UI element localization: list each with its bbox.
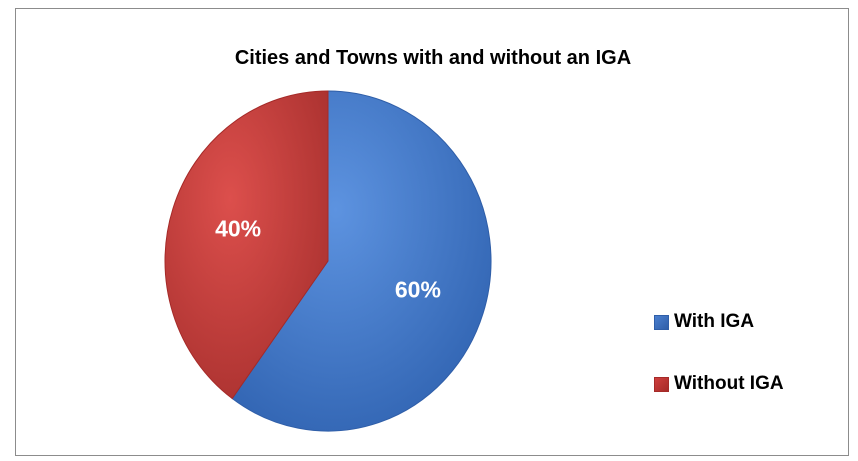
chart-frame: Cities and Towns with and without an IGA… [15,8,849,456]
legend-item-without-iga: Without IGA [654,373,784,395]
legend-label-without-iga: Without IGA [674,373,784,394]
legend-swatch-with-iga [654,314,669,330]
pie-slice-with-iga [231,90,492,432]
chart-title: Cities and Towns with and without an IGA [234,47,632,69]
legend-label-with-iga: With IGA [674,311,755,332]
pie-chart: 60% 40% [164,90,492,432]
legend-swatch-without-iga [654,376,669,392]
legend-item-with-iga: With IGA [654,311,754,333]
pie-label-without-iga: 40% [215,216,261,242]
pie-label-with-iga: 60% [395,277,441,303]
pie-slice-without-iga [164,90,329,400]
